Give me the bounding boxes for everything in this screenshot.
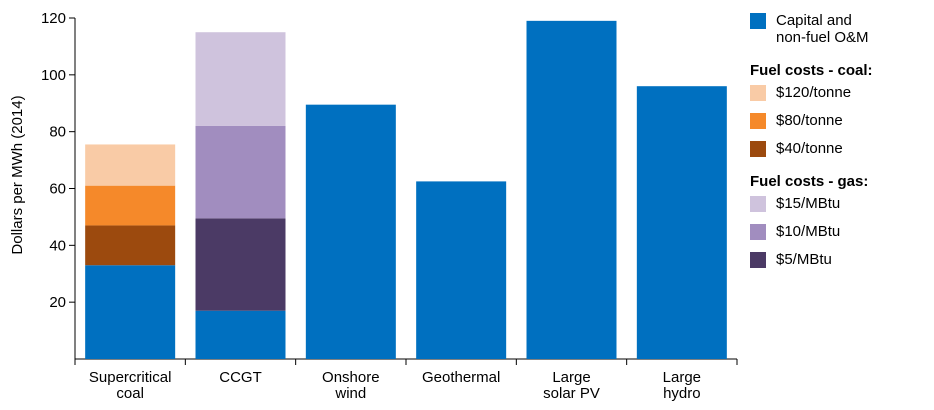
legend-label: $80/tonne	[776, 112, 843, 129]
legend-item: $80/tonne	[750, 112, 934, 129]
legend-item: $15/MBtu	[750, 195, 934, 212]
legend-swatch	[750, 141, 766, 157]
y-axis-label: Dollars per MWh (2014)	[9, 95, 26, 254]
legend-item: $120/tonne	[750, 84, 934, 101]
legend-swatch	[750, 252, 766, 268]
legend-label: $40/tonne	[776, 140, 843, 157]
legend-item: $5/MBtu	[750, 251, 934, 268]
x-category-label: Large hydro	[663, 369, 701, 402]
bar-segment	[636, 86, 727, 359]
x-category-label: Large solar PV	[543, 369, 600, 402]
y-tick-label: 40	[49, 237, 66, 254]
legend-label: $120/tonne	[776, 84, 852, 101]
legend-group-heading: Fuel costs - gas:	[750, 173, 869, 190]
x-category-label: Geothermal	[422, 369, 500, 386]
legend-swatch	[750, 224, 766, 240]
legend-swatch	[750, 113, 766, 129]
legend-group-heading: Fuel costs - coal:	[750, 62, 873, 79]
x-category-label: Supercritical coal	[89, 369, 172, 402]
legend-swatch	[750, 85, 766, 101]
x-category-label: CCGT	[219, 369, 262, 386]
y-tick-label: 60	[49, 181, 66, 198]
legend-swatch	[750, 196, 766, 212]
y-tick-label: 120	[41, 10, 66, 27]
legend-label: $10/MBtu	[776, 223, 841, 240]
chart-bars	[85, 20, 727, 359]
bar-segment	[85, 144, 176, 186]
y-tick-label: 100	[41, 67, 66, 84]
bar-segment	[85, 185, 176, 226]
legend-label: $15/MBtu	[776, 195, 841, 212]
bar-segment	[305, 104, 396, 359]
bar-segment	[195, 32, 286, 126]
legend-label: Capital and non-fuel O&M	[776, 12, 869, 46]
legend-label: $5/MBtu	[776, 251, 832, 268]
bar-segment	[195, 218, 286, 311]
chart-axes	[69, 17, 738, 365]
bar-segment	[195, 125, 286, 219]
chart-tick-labels: 20 40 60 80 100 120 Supercritical coal CCGT Onsho…	[41, 10, 701, 402]
y-tick-label: 80	[49, 124, 66, 141]
chart-legend: Capital and non-fuel O&M Fuel costs - coa…	[750, 12, 934, 284]
legend-item: $10/MBtu	[750, 223, 934, 240]
stacked-bar-chart: 20 40 60 80 100 120 Supercritical coal CCGT Onsho…	[9, 10, 738, 402]
bar-segment	[85, 225, 176, 266]
bar-segment	[85, 265, 176, 359]
y-tick-label: 20	[49, 294, 66, 311]
bar-segment	[195, 310, 286, 359]
legend-swatch	[750, 13, 766, 29]
bar-segment	[416, 181, 507, 359]
legend-item: $40/tonne	[750, 140, 934, 157]
legend-item: Capital and non-fuel O&M	[750, 12, 934, 46]
bar-segment	[526, 20, 617, 359]
x-category-label: Onshore wind	[322, 369, 380, 402]
